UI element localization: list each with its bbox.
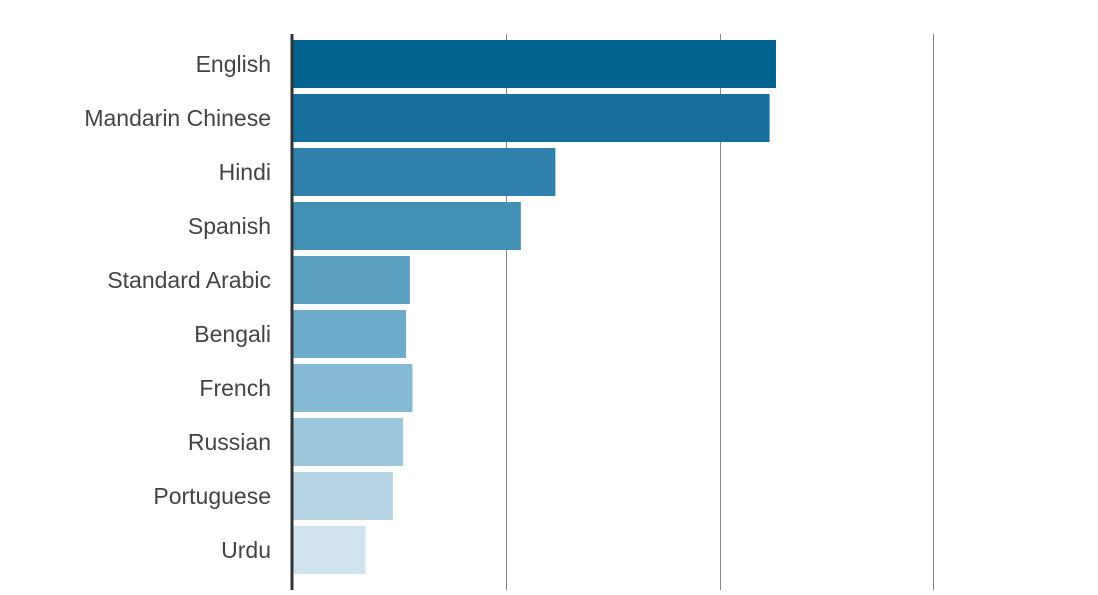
category-label-english: English: [196, 51, 271, 77]
bars: [293, 40, 776, 574]
bar-mandarin-chinese: [293, 94, 770, 142]
bar-spanish: [293, 202, 521, 250]
bar-french: [293, 364, 413, 412]
category-label-urdu: Urdu: [221, 537, 271, 563]
bar-urdu: [293, 526, 366, 574]
category-label-russian: Russian: [188, 429, 271, 455]
category-label-bengali: Bengali: [194, 321, 271, 347]
category-label-portuguese: Portuguese: [153, 483, 271, 509]
bar-portuguese: [293, 472, 393, 520]
category-labels: English Mandarin Chinese Hindi Spanish Stand…: [84, 51, 271, 563]
category-label-spanish: Spanish: [188, 213, 271, 239]
category-label-hindi: Hindi: [219, 159, 271, 185]
category-label-mandarin-chinese: Mandarin Chinese: [84, 105, 271, 131]
bar-hindi: [293, 148, 556, 196]
category-label-standard-arabic: Standard Arabic: [107, 267, 271, 293]
bar-english: [293, 40, 776, 88]
bar-standard-arabic: [293, 256, 410, 304]
category-label-french: French: [199, 375, 271, 401]
bar-bengali: [293, 310, 407, 358]
bar-russian: [293, 418, 404, 466]
